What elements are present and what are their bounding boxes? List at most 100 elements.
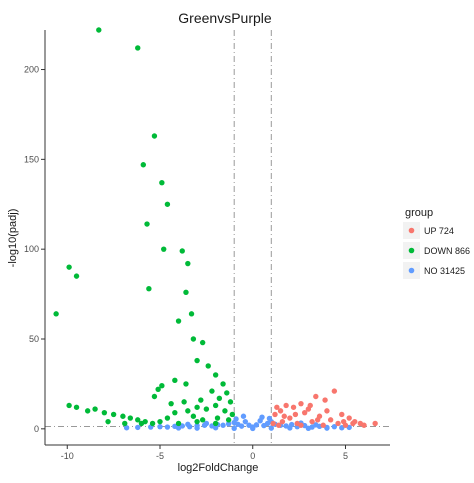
- data-point: [164, 424, 171, 430]
- data-point: [212, 425, 219, 431]
- data-point: [340, 418, 347, 425]
- data-point: [138, 420, 145, 427]
- data-point: [185, 260, 191, 267]
- data-point: [185, 421, 191, 428]
- data-point: [194, 357, 200, 364]
- data-point: [66, 264, 72, 270]
- data-point: [155, 386, 161, 393]
- data-point: [135, 424, 141, 431]
- data-point: [320, 422, 326, 428]
- x-axis-ticks: -10 -5 0 5: [61, 445, 348, 461]
- legend-title: group: [405, 207, 433, 219]
- data-point: [298, 400, 304, 407]
- data-point: [168, 400, 174, 407]
- legend-swatch: [408, 247, 415, 254]
- x-tick-label: -10: [61, 451, 74, 461]
- data-point: [194, 418, 200, 425]
- data-point: [190, 336, 197, 342]
- data-point: [331, 423, 338, 430]
- data-point: [298, 422, 304, 428]
- data-point: [220, 422, 226, 428]
- data-point: [73, 404, 80, 410]
- data-point: [209, 388, 215, 394]
- data-point: [185, 408, 191, 414]
- data-point: [274, 404, 280, 410]
- data-point: [53, 311, 59, 317]
- data-point: [175, 425, 182, 431]
- data-point: [123, 425, 130, 431]
- data-point: [281, 413, 287, 419]
- data-point: [290, 404, 297, 410]
- data-point: [222, 408, 228, 414]
- data-point: [313, 393, 319, 400]
- data-point: [259, 414, 265, 420]
- data-point: [220, 381, 226, 387]
- data-point: [205, 363, 211, 369]
- data-point: [84, 408, 91, 414]
- data-point: [324, 408, 330, 414]
- data-point: [331, 388, 338, 394]
- data-point: [276, 422, 282, 428]
- y-tick-label: 150: [24, 154, 39, 164]
- legend-items: UP 724 DOWN 866 NO 31425: [403, 222, 470, 279]
- data-point: [350, 420, 356, 427]
- data-point: [238, 423, 245, 429]
- data-point: [183, 289, 189, 295]
- plot-area: [45, 27, 390, 445]
- data-point: [194, 425, 200, 431]
- data-point: [105, 418, 111, 425]
- legend: group UP 724 DOWN 866 NO 31425: [403, 207, 470, 279]
- data-point: [135, 417, 141, 423]
- y-tick-label: 50: [29, 334, 39, 344]
- data-point: [144, 221, 150, 227]
- data-point: [164, 415, 171, 421]
- data-point: [324, 425, 330, 431]
- data-point: [140, 162, 147, 168]
- x-tick-label: 5: [343, 451, 348, 461]
- legend-swatch: [408, 227, 415, 234]
- y-tick-label: 100: [24, 244, 39, 254]
- data-point: [183, 381, 189, 387]
- data-point: [120, 413, 126, 419]
- data-point: [339, 411, 345, 418]
- data-point: [314, 417, 321, 423]
- data-point: [266, 415, 273, 422]
- y-tick-label: 200: [24, 65, 39, 75]
- data-point: [307, 402, 313, 409]
- data-point: [122, 420, 128, 427]
- data-point: [361, 422, 367, 428]
- data-point: [161, 246, 167, 252]
- data-point: [214, 415, 221, 421]
- data-point: [101, 409, 108, 416]
- data-point: [250, 425, 256, 432]
- data-point: [92, 406, 98, 412]
- data-point: [287, 425, 293, 431]
- data-point: [240, 413, 247, 419]
- data-point: [305, 425, 312, 431]
- data-point: [225, 417, 232, 423]
- data-point: [277, 408, 284, 414]
- x-tick-label: 0: [250, 451, 255, 461]
- data-point: [227, 399, 234, 405]
- data-point: [212, 420, 219, 427]
- y-tick-label: 0: [34, 424, 39, 434]
- data-point: [270, 420, 276, 427]
- data-point: [175, 318, 182, 324]
- data-point: [188, 311, 195, 317]
- data-point: [272, 411, 278, 418]
- data-point: [322, 397, 328, 403]
- data-point: [199, 339, 206, 346]
- data-point: [194, 404, 200, 410]
- data-point: [66, 402, 72, 409]
- data-point: [172, 377, 178, 384]
- data-point: [175, 420, 182, 427]
- data-point: [199, 417, 206, 423]
- data-point: [172, 409, 178, 416]
- data-point: [212, 372, 219, 378]
- legend-label: NO 31425: [424, 266, 465, 276]
- data-point: [151, 393, 158, 400]
- data-point: [96, 27, 102, 33]
- data-point: [146, 286, 152, 292]
- data-point: [127, 415, 134, 421]
- data-point: [181, 399, 187, 405]
